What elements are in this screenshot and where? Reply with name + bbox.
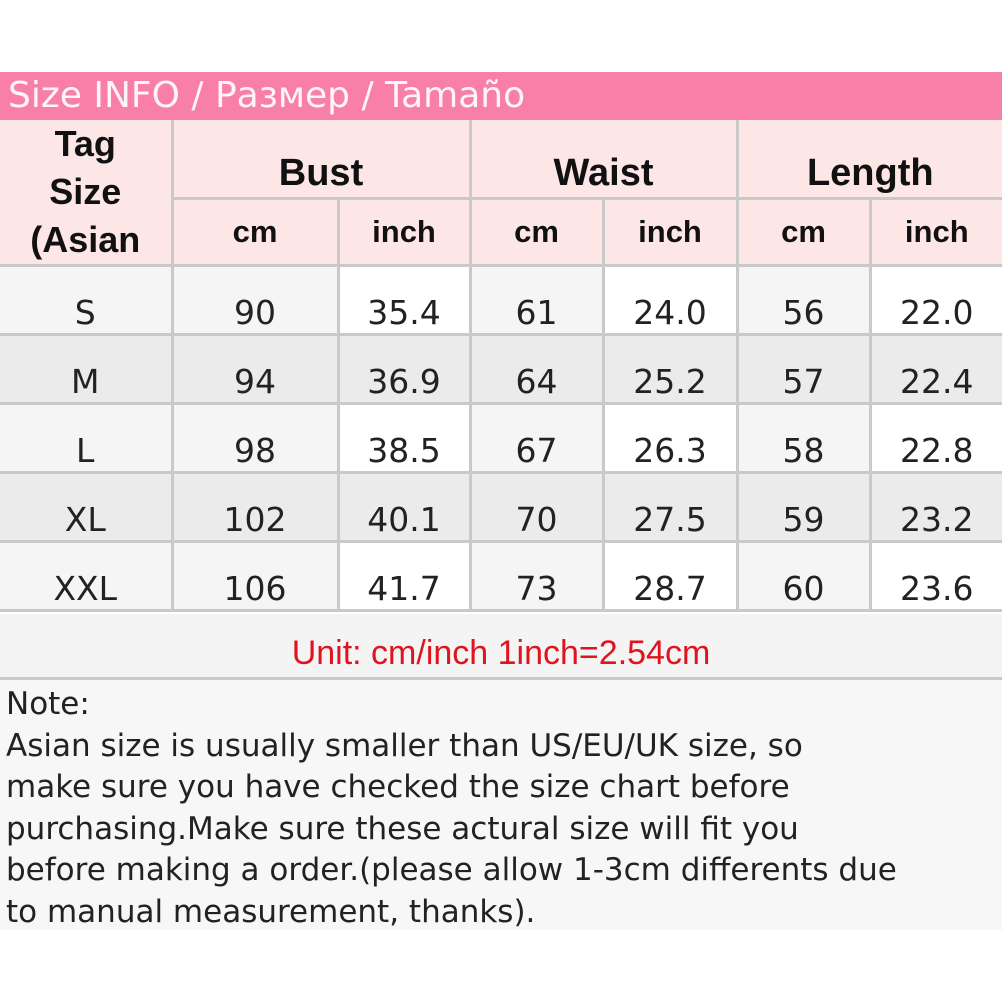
value-cell: 67 xyxy=(468,402,605,474)
value-cell: 106 xyxy=(170,540,340,612)
tag-line: Size xyxy=(49,171,122,212)
note-line: Asian size is usually smaller than US/EU… xyxy=(6,727,803,764)
table-row: M 94 36.9 64 25.2 57 22.4 xyxy=(0,333,1002,405)
value-cell: 102 xyxy=(170,471,340,543)
value-cell: 36.9 xyxy=(336,333,472,405)
value-cell: 22.4 xyxy=(868,333,1002,405)
unit-header: cm xyxy=(468,196,605,268)
unit-header: inch xyxy=(336,196,472,268)
table-row: S 90 35.4 61 24.0 56 22.0 xyxy=(0,265,1002,336)
value-cell: 64 xyxy=(468,333,605,405)
value-cell: 59 xyxy=(735,471,872,543)
value-cell: 27.5 xyxy=(601,471,739,543)
value-cell: 56 xyxy=(735,265,872,336)
note-line: before making a order.(please allow 1-3c… xyxy=(6,852,897,888)
unit-header: cm xyxy=(172,196,340,268)
note-line: purchasing.Make sure these actural size … xyxy=(6,810,799,847)
value-cell: 73 xyxy=(468,540,605,612)
size-cell: S xyxy=(0,265,174,336)
unit-header: inch xyxy=(601,196,739,268)
value-cell: 23.2 xyxy=(868,471,1002,543)
note-line: to manual measurement, thanks). xyxy=(6,893,536,930)
value-cell: 26.3 xyxy=(601,402,739,474)
value-cell: 38.5 xyxy=(336,402,472,474)
value-cell: 98 xyxy=(170,402,340,474)
tag-line: (Asian xyxy=(30,219,141,260)
chart-title: Size INFO / Размер / Tamaño xyxy=(0,72,1002,120)
value-cell: 25.2 xyxy=(601,333,739,405)
value-cell: 28.7 xyxy=(601,540,739,612)
value-cell: 57 xyxy=(735,333,872,405)
note-section: Note: Asian size is usually smaller than … xyxy=(0,680,1002,930)
value-cell: 22.0 xyxy=(868,265,1002,336)
unit-header: cm xyxy=(735,196,872,268)
table-row: XXL 106 41.7 73 28.7 60 23.6 xyxy=(0,540,1002,612)
value-cell: 35.4 xyxy=(336,265,472,336)
value-cell: 58 xyxy=(735,402,872,474)
waist-header: Waist xyxy=(468,120,739,200)
value-cell: 23.6 xyxy=(868,540,1002,612)
size-cell: M xyxy=(0,333,174,405)
bust-header: Bust xyxy=(170,120,472,200)
length-header: Length xyxy=(735,120,1002,200)
value-cell: 40.1 xyxy=(336,471,472,543)
unit-header: inch xyxy=(868,196,1002,268)
note-line: make sure you have checked the size char… xyxy=(6,769,790,805)
value-cell: 94 xyxy=(170,333,340,405)
size-cell: XXL xyxy=(0,540,174,612)
value-cell: 90 xyxy=(170,265,340,336)
tag-line: Tag xyxy=(54,123,116,164)
table-row: L 98 38.5 67 26.3 58 22.8 xyxy=(0,402,1002,474)
size-cell: L xyxy=(0,402,174,474)
value-cell: 61 xyxy=(468,265,605,336)
value-cell: 24.0 xyxy=(601,265,739,336)
size-table: Tag Size (Asian Bust Waist Length cm inch… xyxy=(0,120,1002,612)
value-cell: 70 xyxy=(468,471,605,543)
size-cell: XL xyxy=(0,471,174,543)
table-row: XL 102 40.1 70 27.5 59 23.2 xyxy=(0,471,1002,543)
unit-conversion-note: Unit: cm/inch 1inch=2.54cm xyxy=(0,614,1002,680)
note-line: Note: xyxy=(6,686,90,722)
value-cell: 22.8 xyxy=(868,402,1002,474)
value-cell: 41.7 xyxy=(336,540,472,612)
tag-size-header: Tag Size (Asian xyxy=(0,120,174,267)
value-cell: 60 xyxy=(735,540,872,612)
